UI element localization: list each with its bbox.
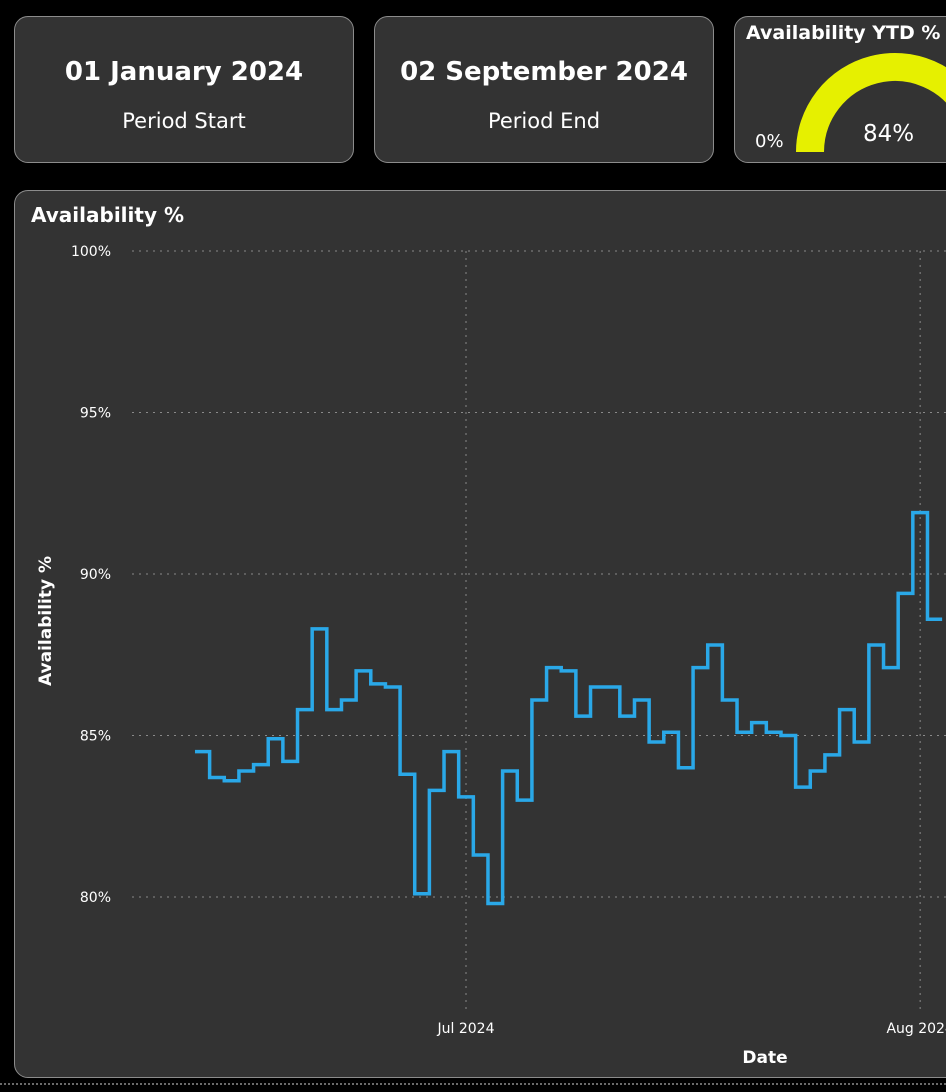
y-tick-label: 90% [80,567,111,583]
y-tick-label: 100% [71,244,111,260]
y-tick-label: 80% [80,890,111,906]
y-axis-title: Availability % [36,556,56,686]
y-tick-label: 95% [80,406,111,422]
x-tick-label: Aug 2024 [886,1021,946,1037]
availability-ytd-gauge-card[interactable]: Availability YTD % 0% 84% [734,16,946,163]
period-end-label: Period End [487,109,601,133]
period-start-card[interactable]: 01 January 2024 Period Start [14,16,354,163]
period-end-card[interactable]: 02 September 2024 Period End [374,16,714,163]
gauge-value-label: 84% [863,121,915,147]
period-start-value: 01 January 2024 [64,57,304,87]
chart-title: Availability % [31,203,184,227]
gauge-title: Availability YTD % [746,22,941,44]
period-end-value: 02 September 2024 [400,57,688,87]
gauge-min-label: 0% [755,131,784,152]
availability-series-line [194,510,943,906]
x-tick-label: Jul 2024 [437,1021,495,1037]
availability-chart-card[interactable]: Availability % 100% 95% 90% 85% 80% Jul 2024 A… [14,190,946,1078]
gauge-graphic [796,53,946,153]
gauge-fill [796,53,946,153]
y-tick-label: 85% [80,729,111,745]
bottom-divider [0,1083,946,1085]
x-axis-title: Date [742,1048,787,1068]
period-start-label: Period Start [122,109,246,133]
